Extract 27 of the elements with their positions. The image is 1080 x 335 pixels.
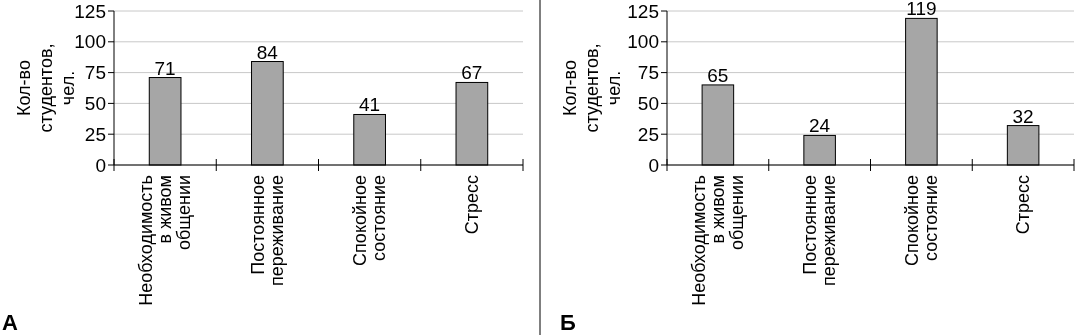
y-axis-title: Кол-во студентов, чел.: [560, 43, 625, 133]
y-tick-label: 100: [627, 31, 659, 53]
y-tick-label: 25: [84, 123, 106, 145]
y-tick-label: 50: [637, 93, 659, 115]
y-tick-label: 100: [74, 31, 106, 53]
y-tick-label: 75: [84, 62, 106, 84]
y-tick-label: 125: [74, 0, 106, 22]
x-tick-label: Стресс: [462, 175, 483, 235]
y-tick-label: 0: [648, 154, 659, 176]
y-tick-label: 75: [637, 62, 659, 84]
y-tick-label: 50: [84, 93, 106, 115]
x-tick-label: Необходимость в живом общении: [136, 175, 195, 306]
data-label: 65: [707, 64, 729, 86]
data-label: 67: [461, 62, 483, 84]
x-tick-label: Стресс: [1013, 175, 1034, 235]
text: Б: [560, 310, 576, 335]
text: А: [2, 310, 18, 335]
data-label: 71: [154, 57, 176, 79]
data-label: 41: [359, 94, 381, 116]
y-tick-label: 125: [627, 0, 659, 22]
x-tick-label: Необходимость в живом общении: [689, 175, 748, 306]
y-tick-label: 0: [95, 154, 106, 176]
data-label: 119: [906, 0, 937, 20]
data-label: 32: [1012, 105, 1034, 127]
data-label: 84: [256, 41, 279, 63]
y-tick-label: 25: [637, 123, 659, 145]
data-label: 24: [809, 115, 831, 137]
